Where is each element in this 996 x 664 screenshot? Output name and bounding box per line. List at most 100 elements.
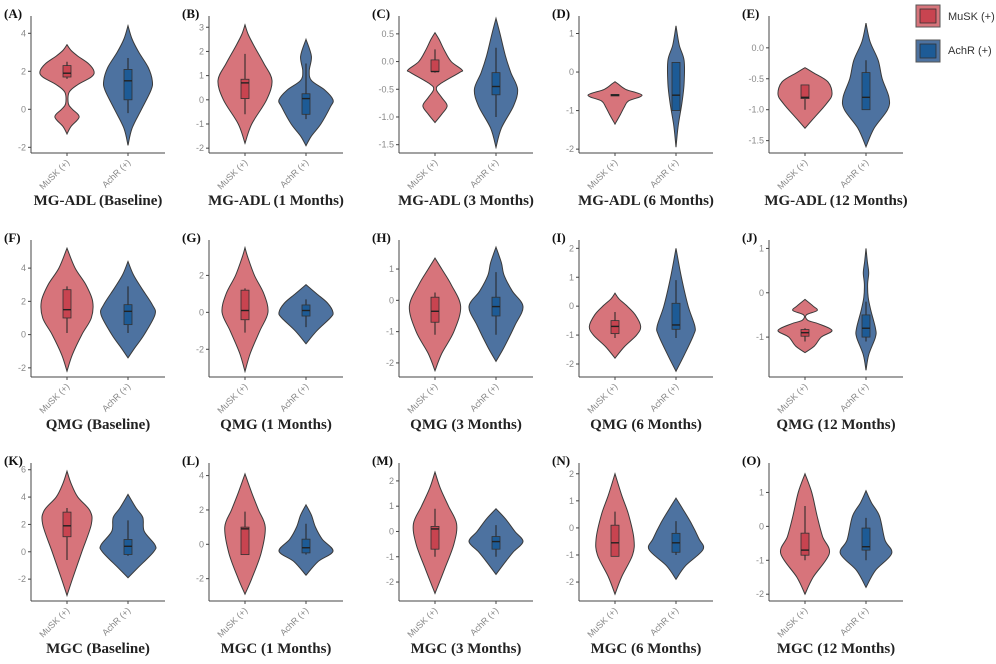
panel-f: (F) -2 0 2 4 MuSK (+) AchR (+) QMG (Baseline) (4, 230, 165, 433)
x-tick-label: AchR (+) (648, 381, 680, 413)
panel-label: (O) (742, 453, 761, 468)
y-tick-label: 2 (569, 243, 574, 253)
box-iqr (800, 84, 810, 99)
panel-label: (L) (182, 453, 199, 468)
y-tick-label: -2 (756, 589, 764, 599)
y-tick-label: -1.5 (748, 136, 764, 146)
legend-key-achr-box (919, 43, 937, 59)
box-iqr (861, 72, 871, 111)
y-tick-label: -2 (18, 574, 26, 584)
panel-n: (N) -2 -1 0 1 2 MuSK (+) AchR (+) MGC (6 Months) (552, 453, 713, 657)
y-tick-label: -2 (18, 363, 26, 373)
x-tick-label: AchR (+) (468, 605, 500, 637)
y-tick-label: 0.0 (381, 57, 394, 67)
box-iqr (62, 511, 72, 538)
y-tick-label: 4 (21, 28, 26, 38)
panel-g: (G) -2 0 2 MuSK (+) AchR (+) QMG (1 Months) (182, 230, 343, 433)
x-tick-label: AchR (+) (648, 157, 680, 189)
box-iqr (430, 526, 440, 550)
x-tick-label: AchR (+) (468, 381, 500, 413)
panel-label: (K) (4, 453, 23, 468)
panel-label: (N) (552, 453, 570, 468)
box-iqr (491, 72, 501, 96)
box-iqr (610, 524, 620, 557)
panel-a: (A) -2 0 2 4 MuSK (+) AchR (+) MG-ADL (Baseline… (4, 6, 165, 209)
y-tick-label: -2 (196, 574, 204, 584)
box-iqr (62, 65, 72, 78)
y-tick-label: 1 (759, 487, 764, 497)
panel-label: (C) (372, 6, 390, 21)
box-iqr (123, 69, 133, 101)
y-tick-label: 0 (759, 521, 764, 531)
x-tick-label: AchR (+) (838, 605, 870, 637)
panel-title: MG-ADL (12 Months) (764, 193, 907, 209)
x-tick-label: MuSK (+) (37, 605, 71, 639)
box-iqr (240, 78, 250, 99)
panel-title: MGC (12 Months) (777, 641, 895, 657)
panel-label: (I) (552, 230, 566, 245)
panel-title: QMG (3 Months) (410, 417, 522, 433)
y-tick-label: -2 (386, 577, 394, 587)
y-tick-label: 0 (21, 330, 26, 340)
y-tick-label: -2 (386, 358, 394, 368)
y-tick-label: 0 (569, 301, 574, 311)
y-tick-label: -2 (196, 143, 204, 153)
x-tick-label: AchR (+) (278, 605, 310, 637)
box-iqr (240, 526, 250, 556)
violin-musk (406, 31, 464, 124)
y-tick-label: 1 (569, 28, 574, 38)
y-tick-label: -0.5 (748, 74, 764, 84)
x-tick-label: MuSK (+) (405, 381, 439, 415)
x-tick-label: MuSK (+) (775, 157, 809, 191)
violin-musk (39, 43, 95, 136)
y-tick-label: -1 (566, 106, 574, 116)
y-tick-label: -0.5 (378, 84, 394, 94)
box-iqr (800, 532, 810, 556)
y-tick-label: 1 (199, 71, 204, 81)
y-tick-label: 4 (21, 492, 26, 502)
y-tick-label: 6 (21, 465, 26, 475)
x-tick-label: MuSK (+) (585, 381, 619, 415)
y-tick-label: 0 (389, 295, 394, 305)
x-tick-label: MuSK (+) (37, 157, 71, 191)
box-iqr (123, 304, 133, 326)
x-tick-label: AchR (+) (100, 381, 132, 413)
panel-o: (O) -2 -1 0 1 MuSK (+) AchR (+) MGC (12 Months) (742, 453, 903, 657)
panel-label: (M) (372, 453, 393, 468)
x-tick-label: AchR (+) (648, 605, 680, 637)
y-tick-label: -1 (566, 550, 574, 560)
panel-label: (F) (4, 230, 21, 245)
legend-item-achr: AchR (+) (915, 39, 992, 63)
box-iqr (430, 59, 440, 72)
y-tick-label: 1 (389, 264, 394, 274)
y-tick-label: 2 (21, 296, 26, 306)
panel-i: (I) -2 -1 0 1 2 MuSK (+) AchR (+) QMG (6 Months) (552, 230, 713, 433)
panel-title: MGC (1 Months) (221, 641, 332, 657)
panel-label: (H) (372, 230, 391, 245)
x-tick-label: MuSK (+) (585, 605, 619, 639)
y-tick-label: 2 (199, 505, 204, 515)
panel-label: (B) (182, 6, 199, 21)
x-tick-label: MuSK (+) (585, 157, 619, 191)
y-tick-label: 2 (21, 66, 26, 76)
panel-j: (J) -1 0 1 MuSK (+) AchR (+) QMG (12 Months) (742, 230, 903, 433)
y-tick-label: 2 (569, 469, 574, 479)
y-tick-label: 0 (21, 104, 26, 114)
x-tick-label: MuSK (+) (215, 605, 249, 639)
x-tick-label: AchR (+) (278, 381, 310, 413)
box-iqr (430, 296, 440, 323)
x-tick-label: MuSK (+) (37, 381, 71, 415)
panel-label: (G) (182, 230, 201, 245)
panel-b: (B) -2 -1 0 1 2 3 MuSK (+) AchR (+) MG-ADL (1 Mon… (182, 6, 344, 209)
y-tick-label: -1 (756, 332, 764, 342)
x-tick-label: AchR (+) (100, 157, 132, 189)
violin-musk (777, 298, 833, 354)
panel-title: MGC (Baseline) (46, 641, 150, 657)
panels: (A) -2 0 2 4 MuSK (+) AchR (+) MG-ADL (Baseline… (4, 6, 908, 657)
y-tick-label: -1 (386, 327, 394, 337)
legend-label-achr: AchR (+) (948, 45, 992, 57)
y-tick-label: 2 (199, 46, 204, 56)
panel-k: (K) -2 0 2 4 6 MuSK (+) AchR (+) MGC (Baseline) (4, 453, 165, 657)
y-tick-label: 1 (569, 272, 574, 282)
